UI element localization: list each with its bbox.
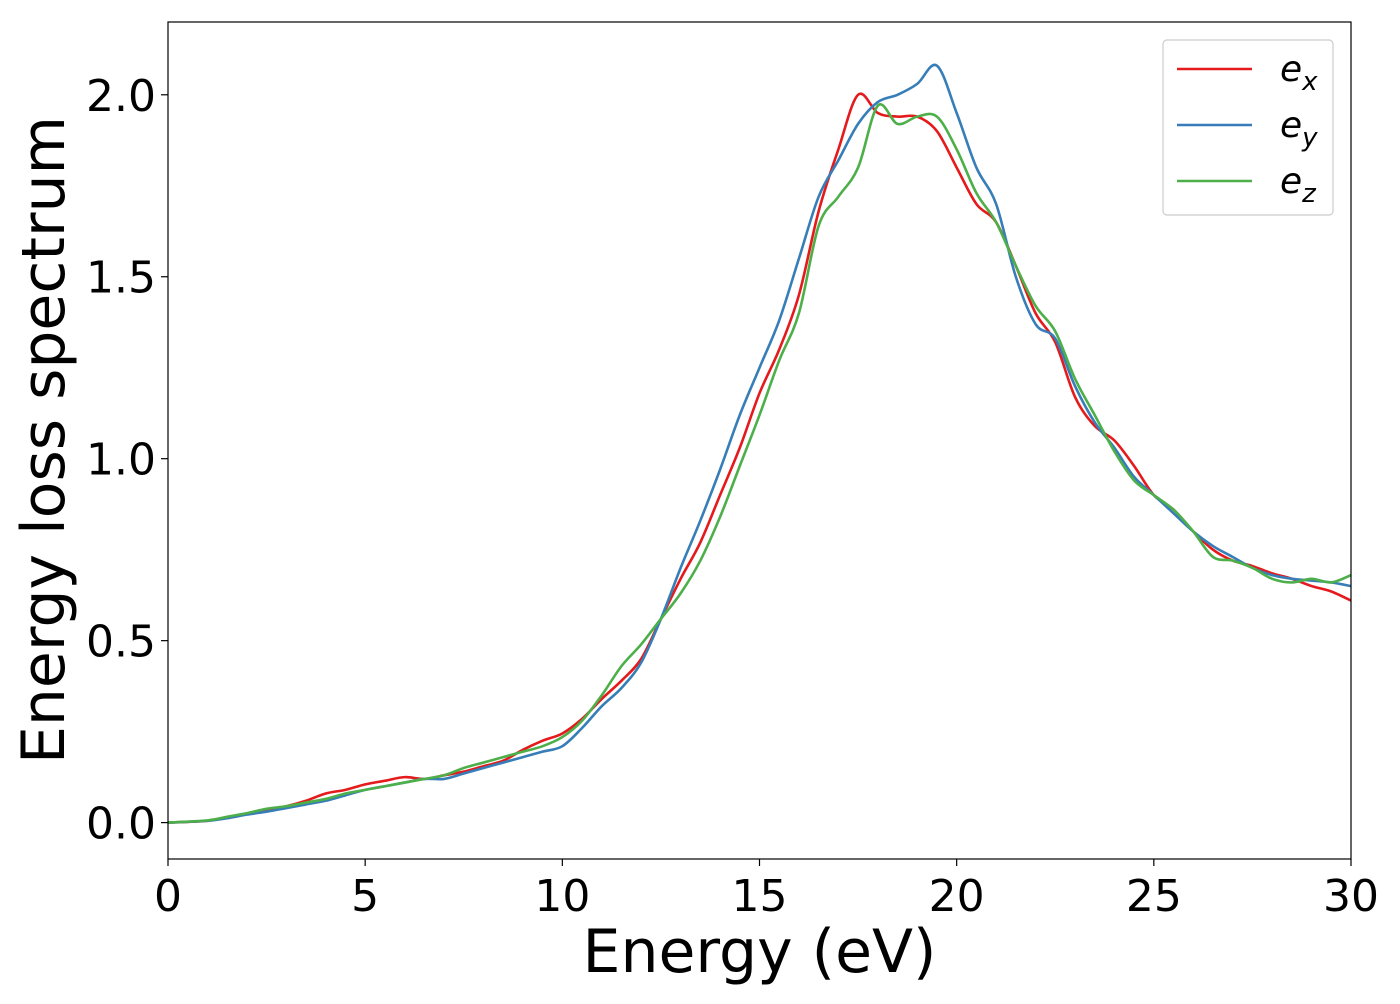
legend-label-subscript: z [1301, 179, 1317, 209]
y-axis-ticks: 0.0 0.5 1.0 1.5 2.0 [86, 71, 168, 850]
x-axis-ticks: 0 5 10 15 20 25 30 [154, 859, 1379, 922]
legend-label-ey: ey [1280, 105, 1318, 153]
y-tick-label: 0.0 [86, 799, 156, 850]
legend-label-base: e [1280, 161, 1302, 202]
x-tick-label: 10 [534, 871, 590, 922]
series-line-ez [167, 103, 1352, 824]
x-tick-label: 30 [1323, 871, 1379, 922]
y-axis-label: Energy loss spectrum [9, 116, 79, 764]
y-tick-label: 2.0 [86, 71, 156, 122]
plot-background [168, 22, 1351, 859]
x-tick-label: 25 [1126, 871, 1182, 922]
x-tick-label: 5 [351, 871, 379, 922]
legend-label-base: e [1280, 49, 1302, 90]
x-tick-label: 15 [732, 871, 788, 922]
legend-label-ez: ez [1280, 161, 1317, 209]
x-tick-label: 20 [929, 871, 985, 922]
legend-box [1162, 39, 1334, 216]
x-axis-label: Energy (eV) [583, 917, 937, 987]
x-tick-label: 0 [154, 871, 182, 922]
legend-label-subscript: y [1301, 123, 1318, 153]
series-layer [167, 63, 1352, 824]
legend-label-subscript: x [1301, 67, 1318, 97]
legend-label-base: e [1280, 105, 1302, 146]
y-tick-label: 0.5 [86, 617, 156, 668]
y-tick-label: 1.0 [86, 435, 156, 486]
y-tick-label: 1.5 [86, 253, 156, 304]
legend-label-ex: ex [1280, 49, 1318, 97]
